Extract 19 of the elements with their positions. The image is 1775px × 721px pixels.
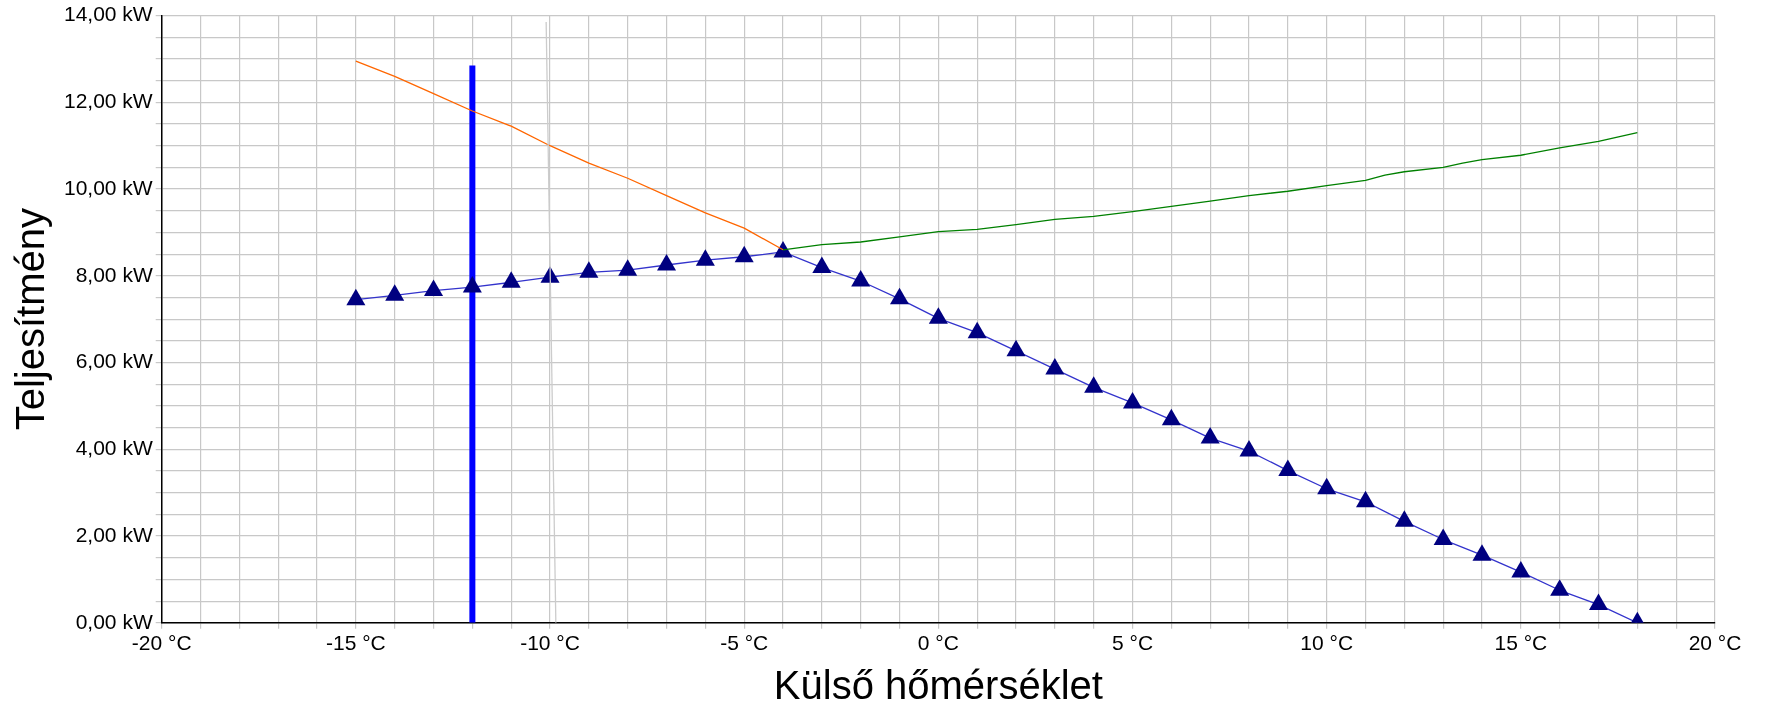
y-tick-label: 8,00 kW xyxy=(75,262,153,286)
y-tick-label: 2,00 kW xyxy=(75,522,153,546)
y-tick-label: 12,00 kW xyxy=(63,89,153,113)
x-tick-label: 20 °C xyxy=(1688,631,1742,655)
x-tick-label: -10 °C xyxy=(520,631,580,655)
y-tick-label: 14,00 kW xyxy=(63,2,153,26)
y-tick-label: 10,00 kW xyxy=(63,175,153,199)
x-tick-label: -15 °C xyxy=(325,631,386,655)
y-axis-title: Teljesítmény xyxy=(8,208,53,431)
x-tick-label: 15 °C xyxy=(1494,631,1548,655)
x-tick-label: 0 °C xyxy=(917,631,959,655)
y-tick-label: 4,00 kW xyxy=(75,436,153,460)
x-axis-title: Külső hőmérséklet xyxy=(773,663,1103,708)
x-tick-label: -5 °C xyxy=(720,631,769,655)
x-tick-label: 5 °C xyxy=(1111,631,1154,655)
x-tick-label: 10 °C xyxy=(1300,631,1354,655)
y-tick-label: 6,00 kW xyxy=(75,349,153,373)
y-tick-label: 0,00 kW xyxy=(75,609,153,633)
x-tick-label: -20 °C xyxy=(131,631,192,655)
